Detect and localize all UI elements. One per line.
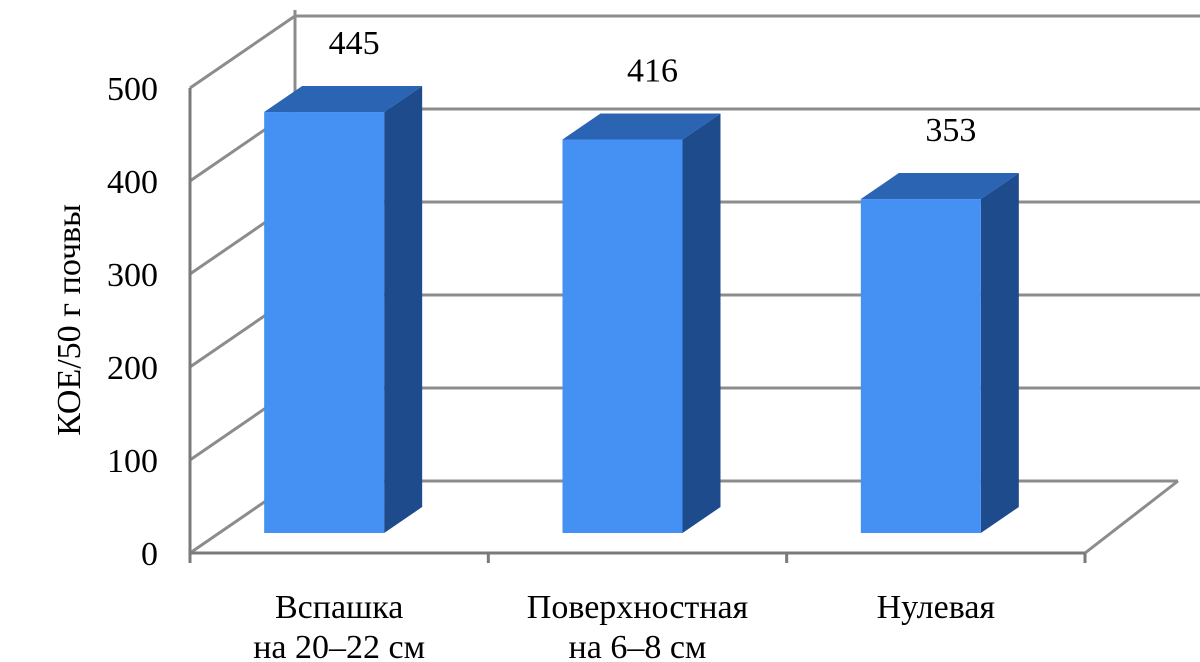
x-tick-label: Поверхностная [527, 589, 749, 626]
bar-front [860, 199, 981, 533]
bar [562, 113, 721, 534]
bar-front [264, 112, 385, 533]
y-axis-label: КОЕ/50 г почвы [51, 204, 88, 436]
y-tick-label: 400 [107, 164, 158, 201]
bar [860, 173, 1019, 533]
floor-right-edge [1084, 479, 1179, 555]
y-tick-label: 300 [107, 257, 158, 294]
y-tick-label: 0 [141, 536, 158, 573]
bar-front [562, 139, 683, 534]
data-label: 416 [627, 52, 678, 89]
y-tick-label: 500 [107, 71, 158, 108]
bar-top [264, 86, 423, 113]
y-tick-label: 100 [107, 443, 158, 480]
grid-diagonal [189, 14, 296, 90]
x-tick-label: на 6–8 см [569, 629, 707, 662]
bar-top [562, 113, 721, 140]
bar-side [682, 113, 721, 534]
x-tick-label: Вспашка [275, 589, 403, 626]
bar [264, 86, 423, 533]
data-label: 353 [925, 112, 976, 149]
bar-side [980, 173, 1019, 533]
chart-bars [264, 86, 1019, 534]
data-label: 445 [329, 25, 380, 62]
chart-axes: 0 100 200 300 400 500 [107, 71, 1087, 573]
x-tick-label: на 20–22 см [253, 629, 425, 662]
bar-top [860, 173, 1019, 200]
x-tick-label: Нулевая [877, 589, 996, 626]
y-tick-label: 200 [107, 350, 158, 387]
bar-side [384, 86, 423, 533]
